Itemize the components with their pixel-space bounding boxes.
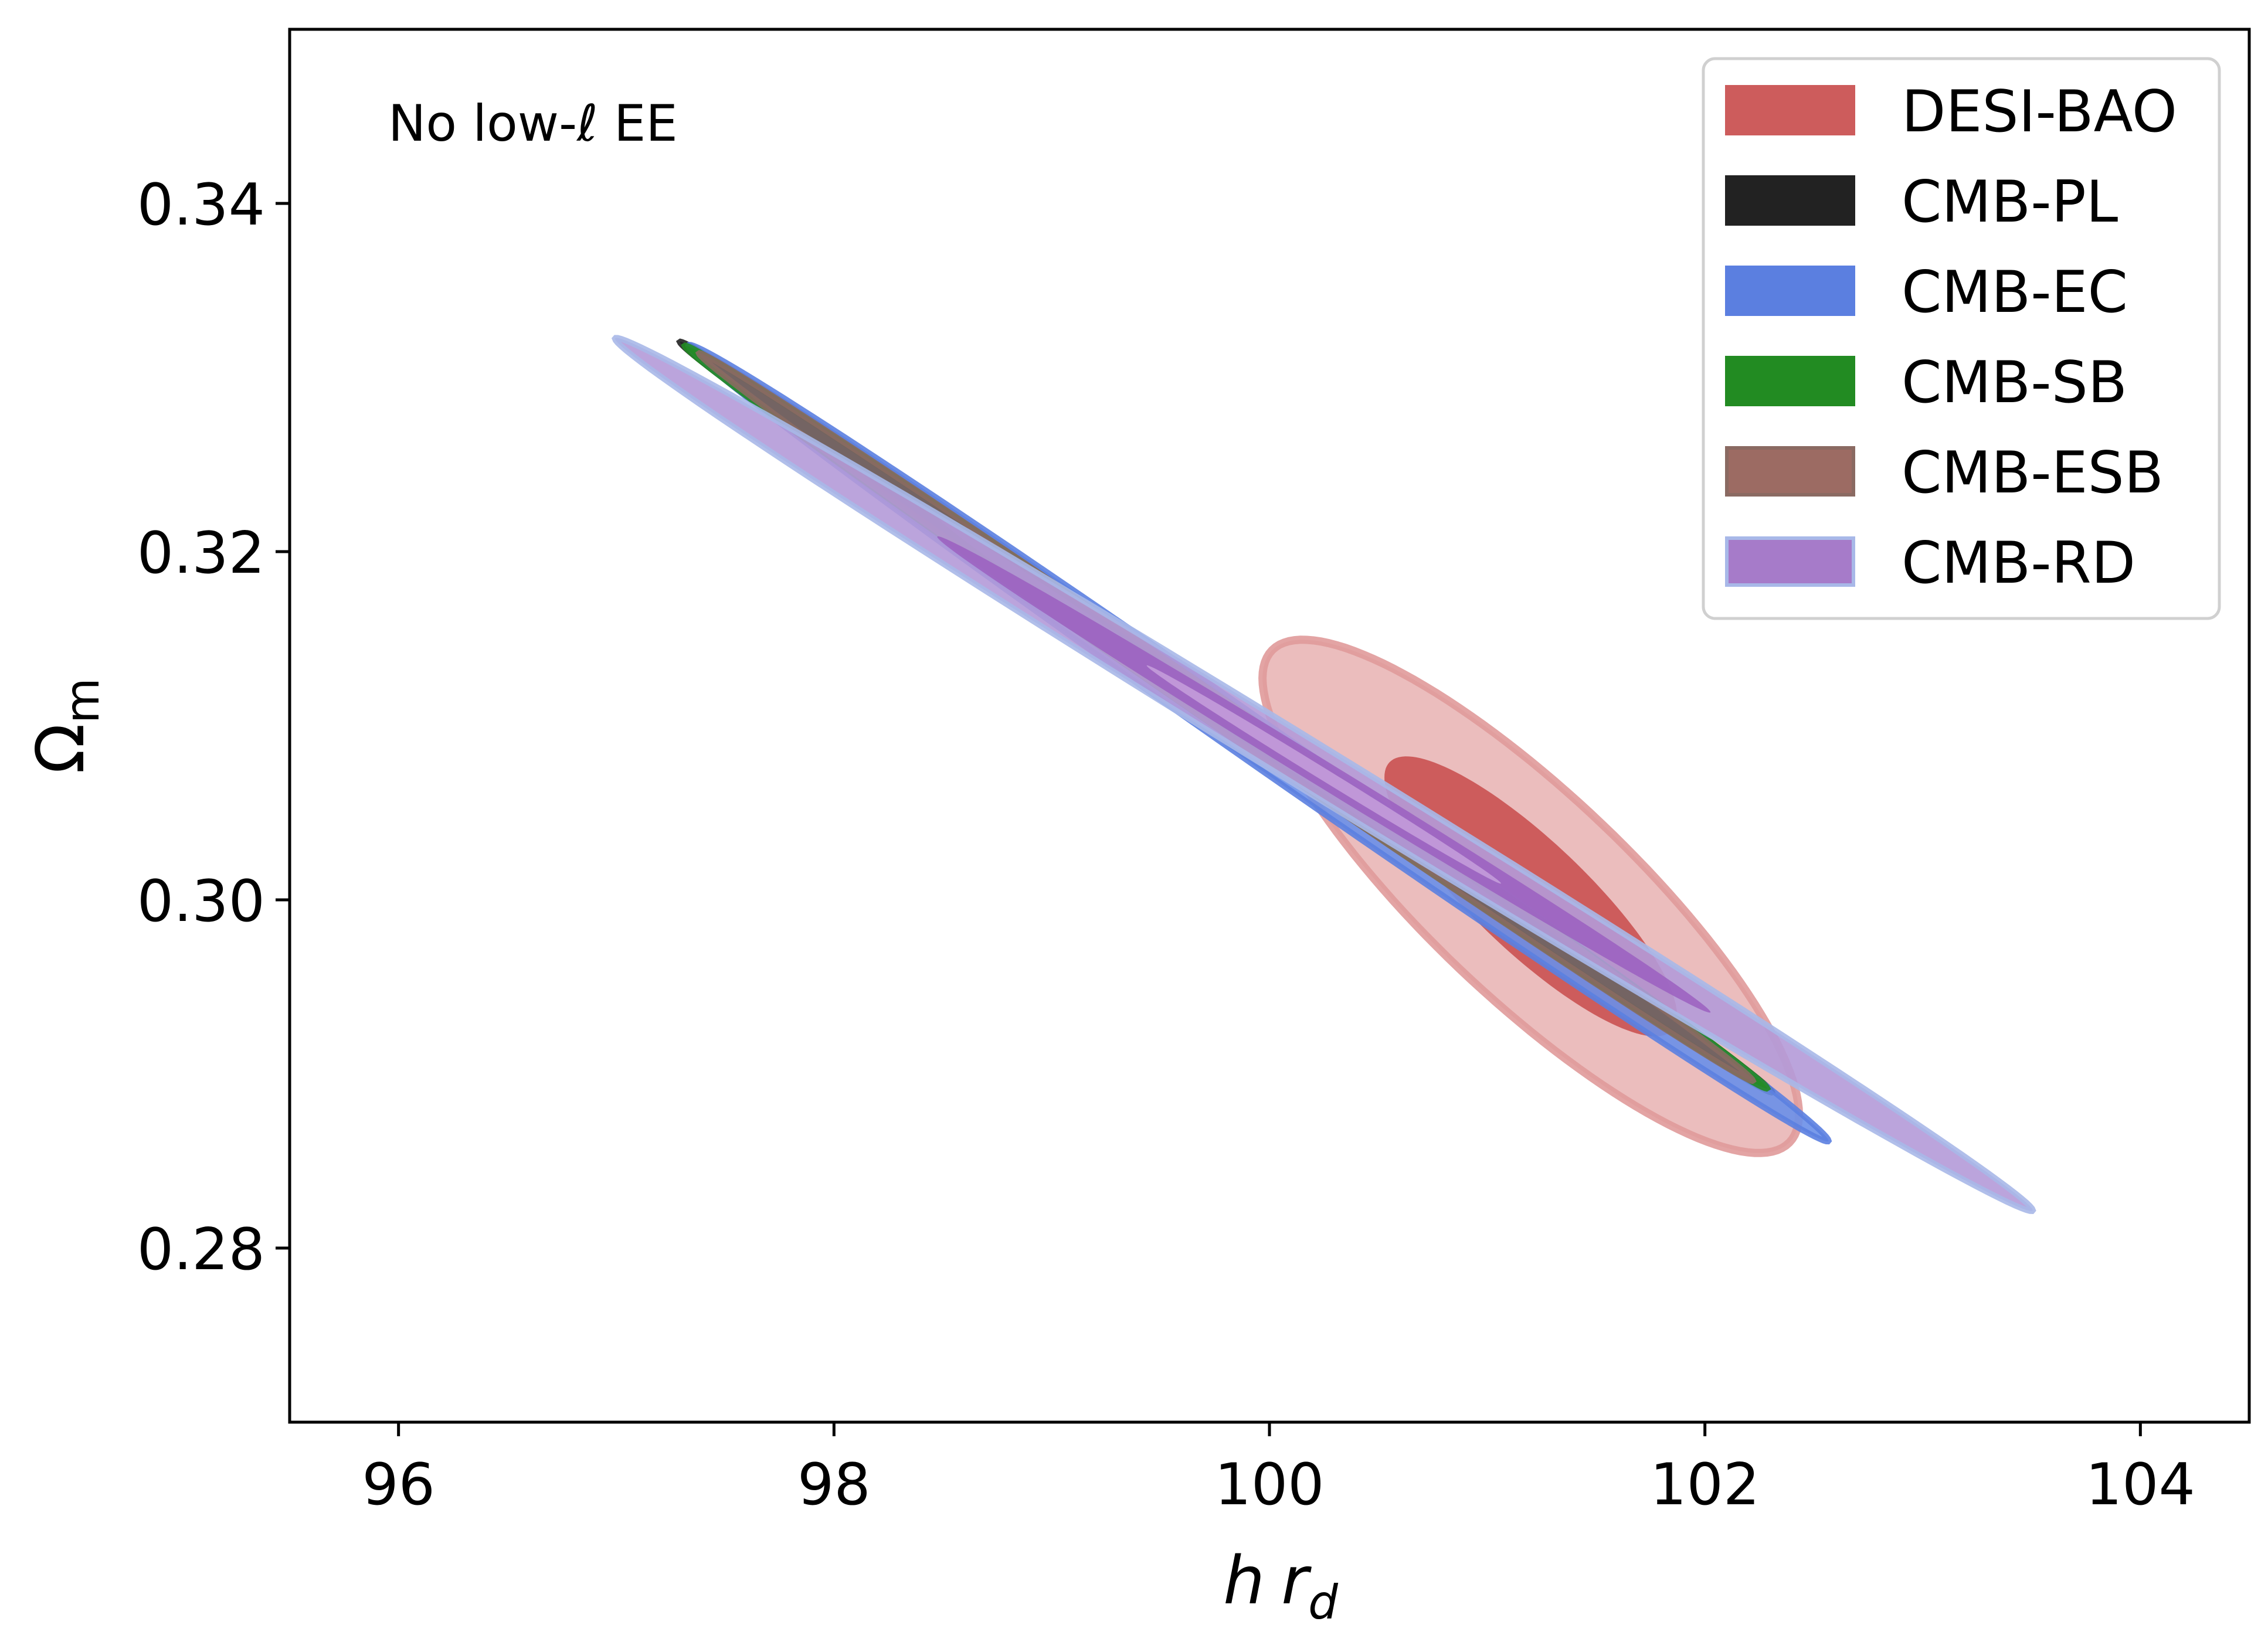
- legend-label-cmb-sb: CMB-SB: [1902, 349, 2127, 416]
- contour-cmb-rd: [611, 335, 2036, 1214]
- y-axis-title-subscript-m: m: [55, 678, 110, 723]
- legend-swatch-desi-bao: [1725, 85, 1855, 135]
- x-tick-label-96: 96: [362, 1451, 435, 1518]
- y-tick-label-0.34: 0.34: [137, 172, 265, 239]
- legend-swatch-cmb-ec: [1725, 266, 1855, 316]
- legend-swatch-cmb-rd: [1725, 536, 1855, 587]
- legend-label-desi-bao: DESI-BAO: [1902, 79, 2177, 145]
- legend-swatch-cmb-sb: [1725, 356, 1855, 406]
- legend-label-cmb-esb: CMB-ESB: [1902, 440, 2164, 506]
- y-axis-title: Ωm: [23, 678, 110, 774]
- x-axis-title-subscript-d: d: [1308, 1575, 1339, 1630]
- y-axis-title-omega: Ω: [23, 723, 99, 774]
- legend-label-cmb-pl: CMB-PL: [1902, 169, 2118, 236]
- contour-cmb-rd-core: [1146, 665, 1502, 884]
- annotation-no-low-ell-ee: No low-ℓ EE: [388, 94, 678, 153]
- x-axis-title: h rd: [1223, 1543, 1339, 1630]
- contour-layer: [611, 335, 2036, 1214]
- x-tick-label-100: 100: [1214, 1451, 1324, 1518]
- x-tick-label-104: 104: [2086, 1451, 2195, 1518]
- y-tick-label-0.28: 0.28: [137, 1216, 265, 1283]
- x-axis-title-h: h: [1223, 1543, 1265, 1619]
- y-tick-label-0.30: 0.30: [137, 868, 265, 935]
- x-tick-label-98: 98: [797, 1451, 871, 1518]
- legend: DESI-BAO CMB-PL CMB-EC CMB-SB CMB-ESB CMB-RD: [1702, 57, 2221, 620]
- x-axis-ticks: 96 98 100 102 104: [362, 1422, 2195, 1518]
- y-axis-ticks: 0.28 0.30 0.32 0.34: [137, 172, 290, 1283]
- x-tick-label-102: 102: [1650, 1451, 1760, 1518]
- legend-swatch-cmb-pl: [1725, 175, 1855, 226]
- x-axis-title-r: r: [1281, 1543, 1312, 1619]
- legend-label-cmb-rd: CMB-RD: [1902, 530, 2135, 597]
- legend-swatch-cmb-esb: [1725, 446, 1855, 497]
- y-tick-label-0.32: 0.32: [137, 520, 265, 587]
- legend-label-cmb-ec: CMB-EC: [1902, 259, 2128, 326]
